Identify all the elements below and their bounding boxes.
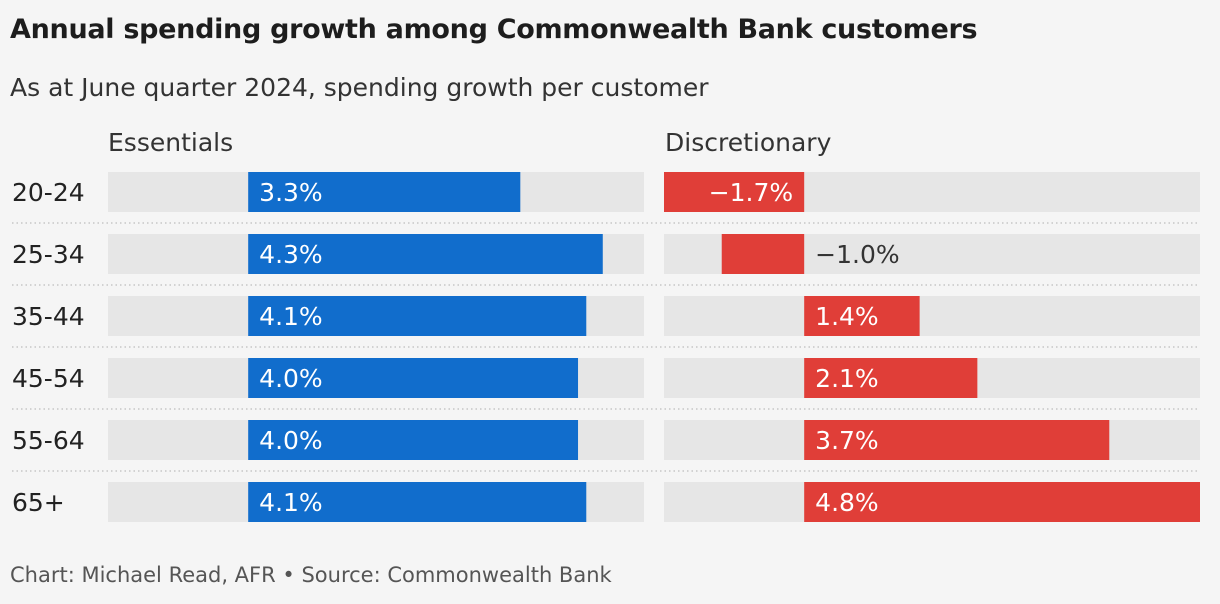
- bar: [248, 296, 587, 336]
- category-label: 20-24: [12, 178, 85, 207]
- bar: [248, 358, 579, 398]
- data-label: 4.0%: [259, 364, 323, 393]
- category-label: 65+: [12, 488, 65, 517]
- data-label: −1.0%: [815, 240, 899, 269]
- bar: [804, 420, 1110, 460]
- data-label: 4.1%: [259, 302, 323, 331]
- data-label: 4.3%: [259, 240, 323, 269]
- bar-chart: 20-24 25-34 35-44 45-54 55-64 65+ 3.3% 4.3% 4.1%…: [12, 172, 1200, 522]
- bar: [804, 296, 920, 336]
- chart-title: Annual spending growth among Commonwealt…: [10, 14, 978, 45]
- data-label: −1.7%: [709, 178, 793, 207]
- data-label: 4.8%: [815, 488, 879, 517]
- category-label: 45-54: [12, 364, 85, 393]
- category-label: 25-34: [12, 240, 85, 269]
- bar: [248, 234, 603, 274]
- category-label: 35-44: [12, 302, 85, 331]
- chart-footer: Chart: Michael Read, AFR • Source: Commo…: [10, 563, 612, 587]
- bar: [721, 234, 805, 274]
- data-label: 1.4%: [815, 302, 879, 331]
- data-label: 3.3%: [259, 178, 323, 207]
- data-label: 4.1%: [259, 488, 323, 517]
- bar: [804, 358, 978, 398]
- data-label: 4.0%: [259, 426, 323, 455]
- panel-label-essentials: Essentials: [108, 128, 234, 157]
- bar: [248, 420, 579, 460]
- bar: [664, 172, 805, 212]
- bar: [804, 482, 1200, 522]
- data-label: 2.1%: [815, 364, 879, 393]
- data-label: 3.7%: [815, 426, 879, 455]
- bar-track: [664, 296, 1200, 336]
- chart-subtitle: As at June quarter 2024, spending growth…: [10, 73, 709, 102]
- bar: [248, 482, 587, 522]
- category-label: 55-64: [12, 426, 85, 455]
- bar: [248, 172, 521, 212]
- panel-label-discretionary: Discretionary: [665, 128, 832, 157]
